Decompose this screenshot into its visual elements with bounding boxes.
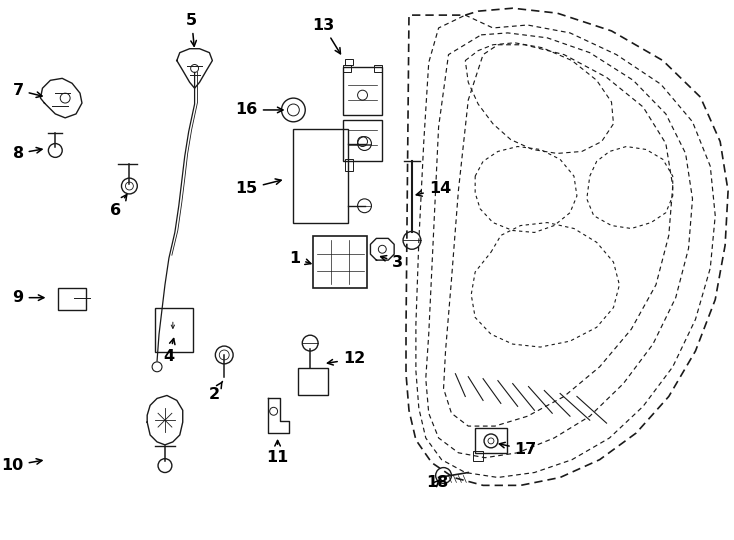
- Text: 18: 18: [426, 475, 448, 490]
- Bar: [473, 451, 483, 461]
- Text: 12: 12: [327, 352, 365, 367]
- Bar: [345, 159, 352, 171]
- Bar: [298, 368, 328, 395]
- Text: 1: 1: [289, 251, 311, 266]
- Text: 13: 13: [312, 18, 341, 54]
- Bar: [343, 64, 351, 72]
- Text: 8: 8: [12, 146, 42, 161]
- Text: 15: 15: [236, 179, 281, 197]
- Bar: [343, 68, 382, 115]
- Text: 16: 16: [236, 103, 283, 118]
- Text: 4: 4: [164, 339, 175, 364]
- Bar: [345, 58, 352, 64]
- Bar: [313, 237, 368, 288]
- Bar: [155, 308, 192, 352]
- Bar: [294, 129, 348, 222]
- Text: 2: 2: [208, 381, 222, 402]
- Text: 3: 3: [381, 254, 403, 269]
- Bar: [374, 64, 382, 72]
- Text: 10: 10: [1, 458, 42, 473]
- Text: 5: 5: [186, 13, 197, 46]
- Text: 17: 17: [499, 442, 537, 457]
- Bar: [343, 120, 382, 161]
- Text: 11: 11: [266, 441, 288, 465]
- Text: 9: 9: [12, 290, 44, 305]
- Text: 6: 6: [110, 194, 127, 218]
- Bar: [58, 288, 86, 309]
- Bar: [475, 428, 506, 453]
- Text: 14: 14: [416, 181, 451, 197]
- Text: 7: 7: [12, 83, 42, 98]
